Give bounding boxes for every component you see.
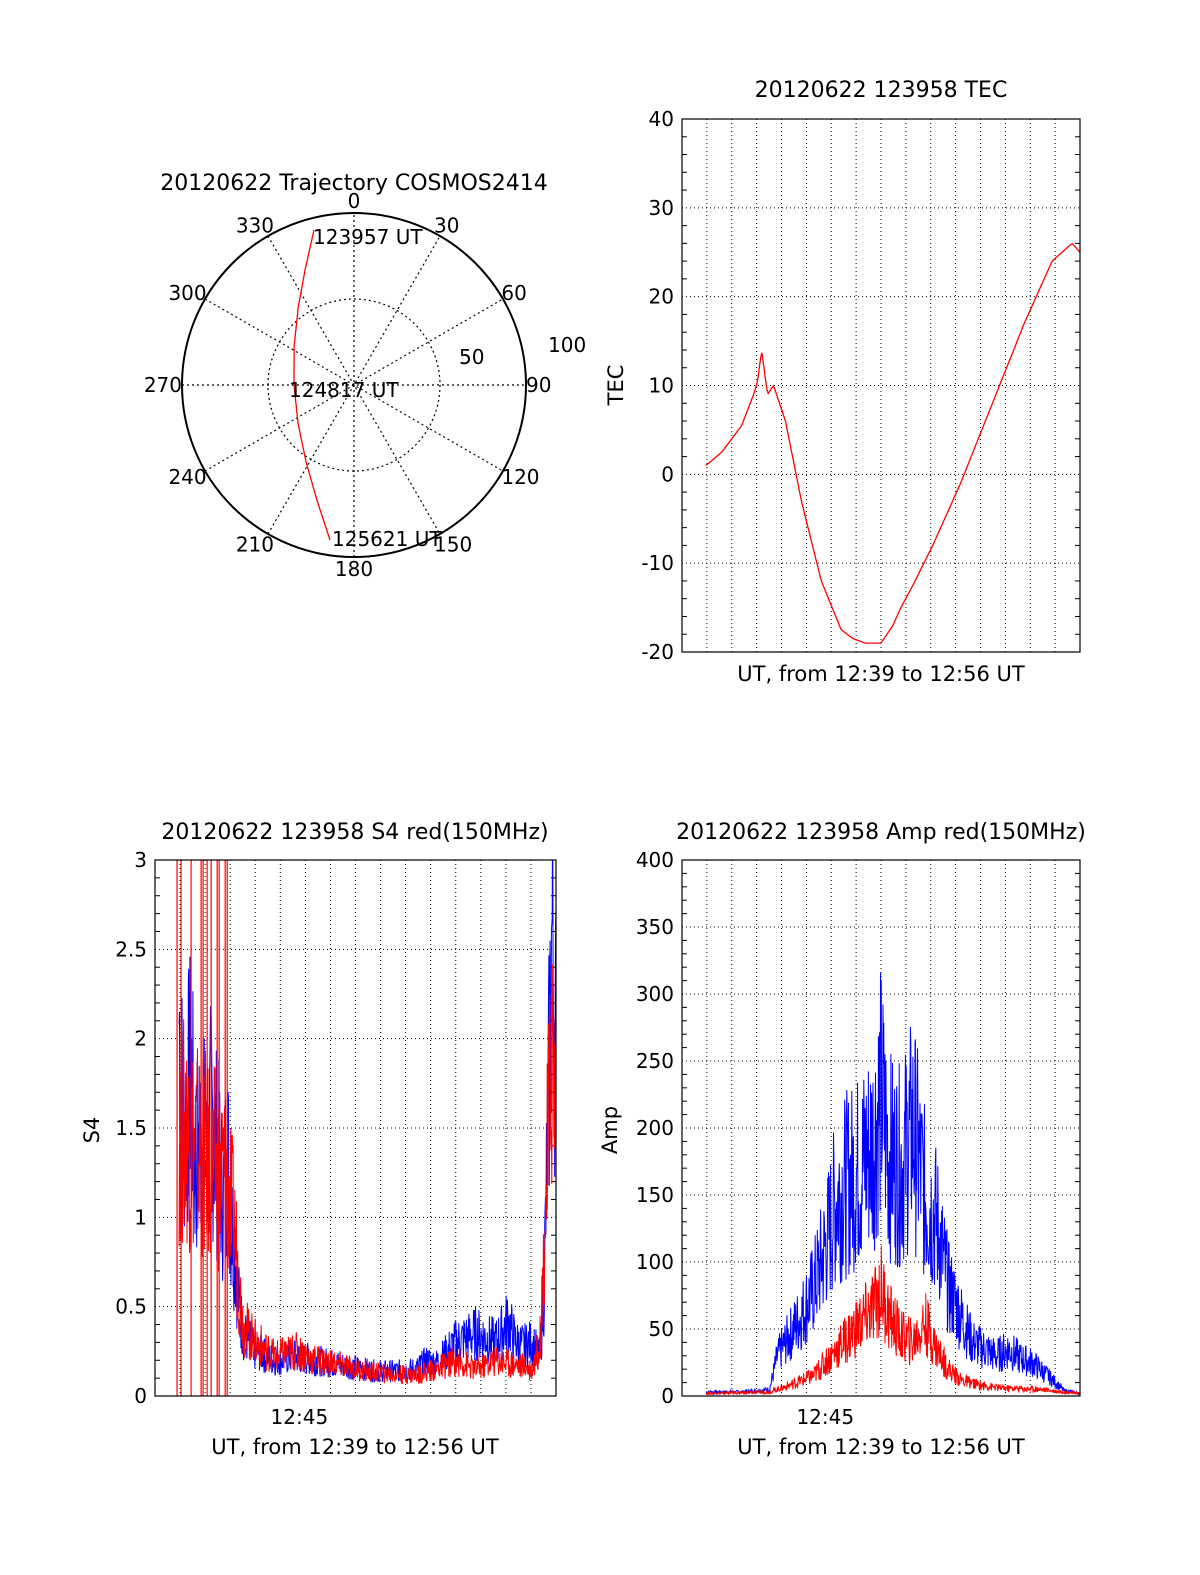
polar-azimuth-label: 90 [526, 373, 551, 397]
y-tick-label: 400 [636, 848, 674, 872]
polar-azimuth-label: 120 [501, 465, 539, 489]
y-tick-label: 300 [636, 982, 674, 1006]
polar-azimuth-labels: 0 30 60 90 120 150 180 210 240 270 300 330 [144, 189, 552, 581]
polar-azimuth-label: 30 [434, 214, 459, 238]
s4-xlabel: UT, from 12:39 to 12:56 UT [211, 1435, 499, 1459]
series-line-red [705, 1245, 1080, 1396]
polar-annotation-mid: 124817 UT [289, 378, 399, 402]
polar-trajectory-line [293, 229, 331, 541]
y-tick-label: 2 [134, 1027, 147, 1051]
y-tick-label: 250 [636, 1049, 674, 1073]
s4-ylabel: S4 [80, 1117, 104, 1144]
y-tick-label: 30 [649, 196, 674, 220]
amp-ylabel: Amp [598, 1106, 622, 1154]
y-tick-label: -20 [641, 640, 674, 664]
series-line-red [705, 243, 1080, 644]
series-group [176, 860, 556, 1396]
plot-frame [681, 859, 1081, 1397]
y-tick-label: 0.5 [115, 1295, 147, 1319]
polar-radial-label-50: 50 [459, 345, 484, 369]
y-tick-label: 50 [649, 1317, 674, 1341]
series-line-red [178, 964, 556, 1385]
polar-azimuth-label: 0 [348, 189, 361, 213]
y-tick-label: 20 [649, 285, 674, 309]
polar-radial-label-100: 100 [548, 333, 586, 357]
y-tick-label: 200 [636, 1116, 674, 1140]
amp-plot-area: 400 350 300 250 200 150 100 50 0 12:45 [636, 848, 1081, 1429]
y-tick-label: 100 [636, 1250, 674, 1274]
series-group [705, 972, 1080, 1396]
polar-azimuth-label: 300 [168, 281, 206, 305]
plot-frame [154, 859, 557, 1397]
polar-azimuth-label: 330 [236, 214, 274, 238]
y-tick-label: 350 [636, 915, 674, 939]
polar-spoke [267, 235, 441, 535]
polar-azimuth-label: 150 [434, 532, 472, 556]
y-tick-label: 3 [134, 848, 147, 872]
polar-azimuth-label: 270 [144, 373, 182, 397]
polar-azimuth-label: 210 [236, 532, 274, 556]
polar-azimuth-label: 180 [335, 557, 373, 581]
y-tick-label: -10 [641, 551, 674, 575]
series-group [705, 243, 1080, 644]
polar-title: 20120622 Trajectory COSMOS2414 [160, 171, 547, 196]
polar-annotation-start: 123957 UT [313, 225, 423, 249]
polar-annotation-end: 125621 UT [332, 527, 442, 551]
y-tick-label: 0 [661, 1384, 674, 1408]
series-line-blue [705, 972, 1080, 1396]
amp-title: 20120622 123958 Amp red(150MHz) [676, 820, 1086, 845]
y-tick-label: 150 [636, 1183, 674, 1207]
polar-ring-50 [267, 298, 441, 472]
series-line-blue [178, 860, 556, 1383]
y-tick-label: 2.5 [115, 937, 147, 961]
amp-panel: 20120622 123958 Amp red(150MHz) 400 350 30… [598, 820, 1086, 1459]
y-tick-label: 1.5 [115, 1116, 147, 1140]
y-tick-label: 10 [649, 374, 674, 398]
plot-frame [681, 118, 1081, 653]
y-tick-label: 0 [134, 1384, 147, 1408]
polar-panel: 20120622 Trajectory COSMOS2414 0 30 60 90 12… [144, 171, 586, 581]
tec-title: 20120622 123958 TEC [755, 78, 1008, 103]
polar-grid [181, 212, 527, 558]
y-tick-label: 0 [661, 462, 674, 486]
polar-azimuth-label: 240 [168, 465, 206, 489]
tec-plot-area: 40 30 20 10 0 -10 -20 [641, 107, 1081, 664]
polar-azimuth-label: 60 [501, 281, 526, 305]
amp-xlabel: UT, from 12:39 to 12:56 UT [737, 1435, 1025, 1459]
tec-xlabel: UT, from 12:39 to 12:56 UT [737, 662, 1025, 686]
polar-trajectory [293, 229, 331, 541]
s4-title: 20120622 123958 S4 red(150MHz) [161, 820, 548, 845]
x-tick-label: 12:45 [796, 1405, 854, 1429]
x-tick-label: 12:45 [271, 1405, 329, 1429]
s4-panel: 20120622 123958 S4 red(150MHz) 3 2.5 2 1.5 1… [80, 820, 557, 1459]
tec-ylabel: TEC [604, 365, 628, 407]
y-tick-label: 40 [649, 107, 674, 131]
s4-plot-area: 3 2.5 2 1.5 1 0.5 0 12:45 [115, 848, 557, 1429]
y-tick-label: 1 [134, 1205, 147, 1229]
